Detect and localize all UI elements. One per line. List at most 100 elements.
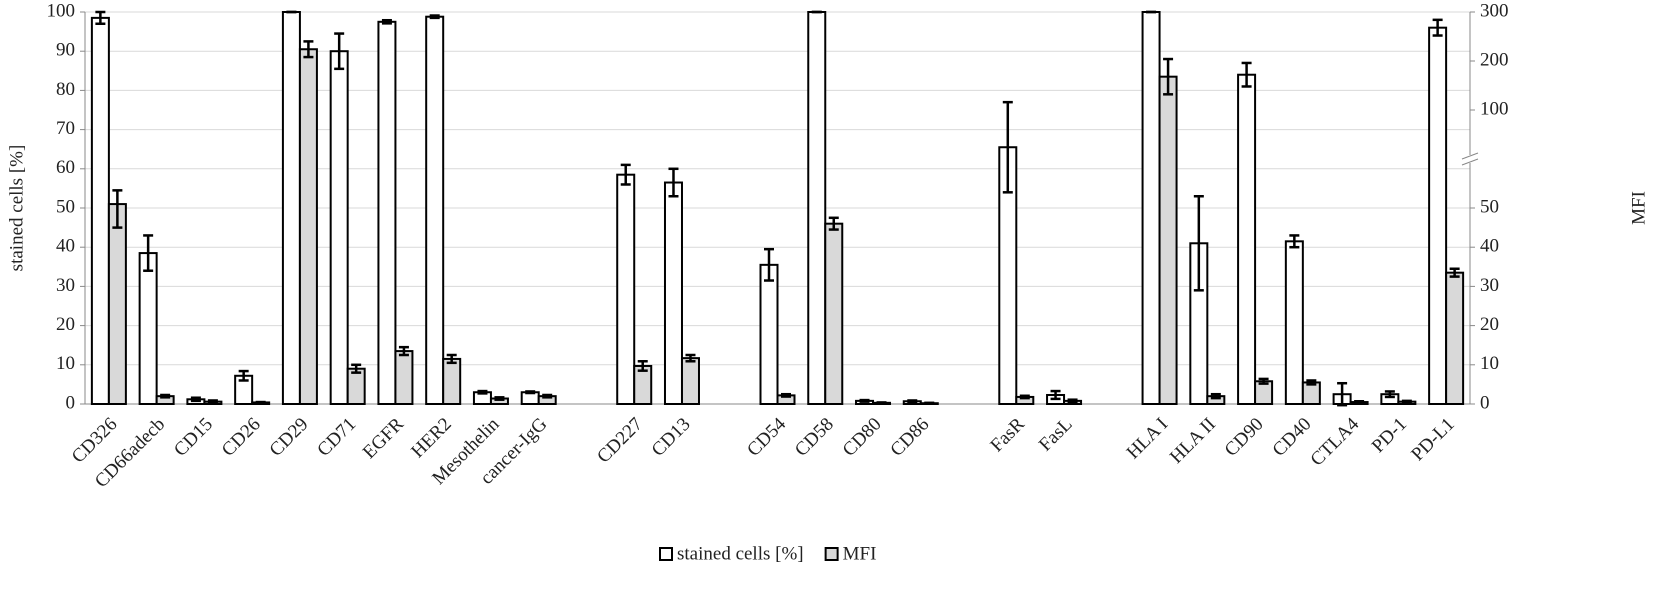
bar — [1237, 73, 1257, 405]
error-bar — [238, 369, 249, 382]
x-tick-label: HLA I — [1123, 414, 1173, 464]
y2-tick-label: 200 — [1480, 49, 1509, 70]
bar — [346, 367, 366, 405]
x-tick-label: CD90 — [1221, 414, 1268, 461]
bar — [107, 203, 127, 405]
x-tick-label: CD29 — [266, 414, 313, 461]
error-bar — [207, 399, 218, 405]
error-bar — [876, 401, 887, 405]
y-tick-label: 90 — [56, 40, 75, 61]
x-tick-label: CD227 — [593, 414, 647, 468]
error-bar — [1384, 390, 1395, 399]
bar — [281, 11, 301, 405]
axis-break — [1462, 155, 1478, 163]
y-tick-label: 50 — [56, 196, 75, 217]
error-bar — [143, 234, 154, 272]
bar — [1158, 75, 1178, 406]
error-bar — [685, 353, 696, 363]
error-bar — [620, 163, 631, 186]
y2-tick-label: 0 — [1480, 392, 1490, 413]
error-bar — [1210, 392, 1221, 400]
y-tick-label: 100 — [47, 0, 76, 21]
x-tick-label: PD-L1 — [1407, 414, 1458, 465]
bar — [807, 11, 827, 405]
y2-tick-label: 20 — [1480, 314, 1499, 335]
error-bar — [1306, 379, 1317, 386]
error-bar — [255, 400, 266, 405]
error-bar — [668, 167, 679, 198]
x-tick-label: CD80 — [839, 414, 886, 461]
bar — [1141, 11, 1161, 405]
error-bar — [446, 353, 457, 365]
x-tick-label: CD15 — [170, 414, 217, 461]
bar — [442, 357, 462, 406]
bar — [329, 50, 349, 405]
bar — [759, 263, 779, 405]
axis-break-line — [1461, 158, 1479, 166]
legend-label: stained cells [%] — [677, 543, 804, 564]
legend-swatch — [824, 547, 839, 561]
error-bar — [542, 393, 553, 399]
legend-label: MFI — [843, 543, 877, 564]
error-bar — [1193, 194, 1204, 292]
x-tick-label: CTLA4 — [1307, 413, 1364, 470]
x-tick-label: CD54 — [743, 413, 790, 460]
error-bar — [160, 393, 171, 399]
bar — [377, 20, 397, 406]
error-bar — [351, 363, 362, 374]
bar — [616, 173, 636, 405]
y-tick-label: 70 — [56, 118, 75, 139]
error-bar — [334, 32, 345, 71]
y-tick-label: 30 — [56, 275, 75, 296]
error-bar — [381, 18, 392, 25]
error-bar — [859, 398, 870, 403]
x-tick-label: CD58 — [791, 414, 838, 461]
error-bar — [828, 216, 839, 231]
error-bar — [1354, 400, 1365, 405]
error-bar — [1002, 100, 1013, 194]
error-bar — [637, 360, 648, 372]
y-tick-label: 0 — [66, 392, 76, 413]
error-bar — [764, 247, 774, 282]
y-tick-label: 60 — [56, 157, 75, 178]
bar — [1301, 381, 1321, 406]
y-axis-label: stained cells [%] — [6, 145, 27, 272]
error-bar — [1432, 18, 1443, 37]
y2-tick-label: 50 — [1480, 196, 1499, 217]
bar — [824, 222, 844, 405]
error-bar — [525, 390, 536, 395]
bar — [1428, 26, 1448, 406]
error-bar — [429, 14, 440, 20]
x-tick-label: CD13 — [648, 414, 695, 461]
bar — [138, 252, 158, 405]
y-tick-label: 10 — [56, 353, 75, 374]
y-tick-label: 40 — [56, 236, 75, 257]
error-bar — [781, 392, 791, 398]
y2-axis-label: MFI — [1628, 191, 1649, 225]
x-tick-label: CD86 — [886, 414, 933, 461]
bar — [1445, 271, 1465, 405]
error-bar — [1258, 377, 1269, 385]
error-bar — [190, 396, 201, 403]
error-bar — [1050, 389, 1061, 401]
y-tick-label: 20 — [56, 314, 75, 335]
y2-tick-label: 300 — [1480, 0, 1509, 21]
x-tick-label: CD71 — [313, 414, 360, 461]
legend-swatch — [659, 547, 673, 561]
bar — [298, 48, 318, 406]
axis-break-line — [1461, 152, 1479, 160]
error-bar — [112, 189, 123, 229]
y2-tick-label: 100 — [1480, 98, 1509, 119]
x-tick-label: CD26 — [218, 414, 265, 461]
bar — [1284, 240, 1304, 405]
error-bar — [1449, 267, 1460, 278]
error-bar — [1067, 398, 1078, 404]
x-tick-label: FasL — [1035, 414, 1077, 456]
x-tick-label: HLA II — [1166, 414, 1220, 468]
y-tick-label: 80 — [56, 79, 75, 100]
error-bar — [303, 40, 314, 59]
bar — [90, 16, 110, 405]
bar — [663, 181, 683, 405]
error-bar — [95, 10, 106, 26]
